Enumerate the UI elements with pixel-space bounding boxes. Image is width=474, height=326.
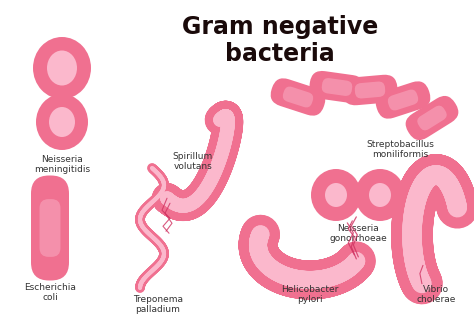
FancyBboxPatch shape <box>375 81 430 119</box>
Text: Neisseria
gonorrhoeae: Neisseria gonorrhoeae <box>329 224 387 244</box>
Text: Streptobacillus
moniliformis: Streptobacillus moniliformis <box>366 140 434 159</box>
FancyBboxPatch shape <box>355 82 385 98</box>
Text: Neisseria
meningitidis: Neisseria meningitidis <box>34 155 90 174</box>
Ellipse shape <box>311 169 361 221</box>
Ellipse shape <box>36 94 88 150</box>
FancyBboxPatch shape <box>310 71 365 103</box>
Ellipse shape <box>325 183 347 207</box>
FancyBboxPatch shape <box>283 86 313 108</box>
FancyBboxPatch shape <box>388 90 418 111</box>
Text: Vibrio
cholerae: Vibrio cholerae <box>416 285 456 304</box>
Ellipse shape <box>33 37 91 99</box>
Text: Treponema
palladium: Treponema palladium <box>133 295 183 314</box>
FancyBboxPatch shape <box>39 199 61 257</box>
Ellipse shape <box>369 183 391 207</box>
FancyBboxPatch shape <box>271 78 325 116</box>
Ellipse shape <box>47 51 77 85</box>
FancyBboxPatch shape <box>417 106 447 130</box>
Ellipse shape <box>355 169 405 221</box>
FancyBboxPatch shape <box>322 78 352 96</box>
FancyBboxPatch shape <box>31 175 69 280</box>
Text: Helicobacter
pylori: Helicobacter pylori <box>281 285 339 304</box>
Ellipse shape <box>49 107 75 137</box>
FancyBboxPatch shape <box>342 75 398 105</box>
Text: Gram negative
bacteria: Gram negative bacteria <box>182 15 378 66</box>
Text: Spirillum
volutans: Spirillum volutans <box>173 152 213 171</box>
FancyBboxPatch shape <box>406 96 458 140</box>
Text: Escherichia
coli: Escherichia coli <box>24 283 76 303</box>
